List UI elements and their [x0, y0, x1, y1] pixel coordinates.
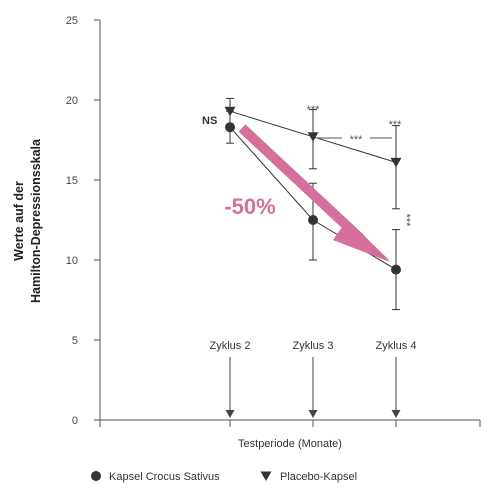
y-tick-label: 25 — [66, 15, 78, 27]
reduction-label: -50% — [224, 194, 275, 219]
marker-circle — [391, 264, 401, 275]
cycle-marker-triangle — [308, 410, 318, 418]
y-axis-label-line: Hamilton-Depressionsskala — [29, 138, 43, 303]
marker-circle — [308, 215, 318, 225]
cycle-marker-triangle — [391, 410, 401, 418]
legend-triangle-marker — [260, 471, 272, 481]
sig-between: *** — [350, 134, 364, 146]
y-tick-label: 15 — [66, 175, 78, 187]
legend-label-1: Placebo-Kapsel — [280, 471, 357, 483]
legend-label-0: Kapsel Crocus Sativus — [109, 471, 220, 483]
sig-cycle4-vertical: *** — [400, 214, 412, 228]
ns-label: NS — [202, 115, 217, 127]
y-axis-label-line: Werte auf der — [12, 181, 26, 261]
cycle-label: Zyklus 2 — [210, 340, 251, 352]
marker-triangle — [390, 157, 402, 168]
marker-triangle — [224, 106, 236, 117]
x-axis-label: Testperiode (Monate) — [238, 438, 342, 450]
reduction-arrow-shaft — [238, 124, 365, 243]
legend-circle-marker — [91, 471, 101, 481]
marker-circle — [225, 122, 235, 133]
cycle-marker-triangle — [225, 410, 235, 418]
marker-triangle — [307, 132, 319, 142]
cycle-label: Zyklus 4 — [376, 340, 417, 352]
y-tick-label: 20 — [66, 95, 78, 107]
reduction-arrow-head-tip — [333, 220, 390, 262]
y-tick-label: 10 — [66, 255, 78, 267]
sig-cycle4-top: *** — [389, 119, 403, 131]
sig-cycle3: *** — [307, 104, 321, 116]
y-tick-label: 5 — [72, 335, 78, 347]
y-tick-label: 0 — [72, 415, 78, 427]
cycle-label: Zyklus 3 — [293, 340, 334, 352]
y-axis-label: Werte auf der Hamilton-Depressionsskala — [12, 138, 43, 303]
